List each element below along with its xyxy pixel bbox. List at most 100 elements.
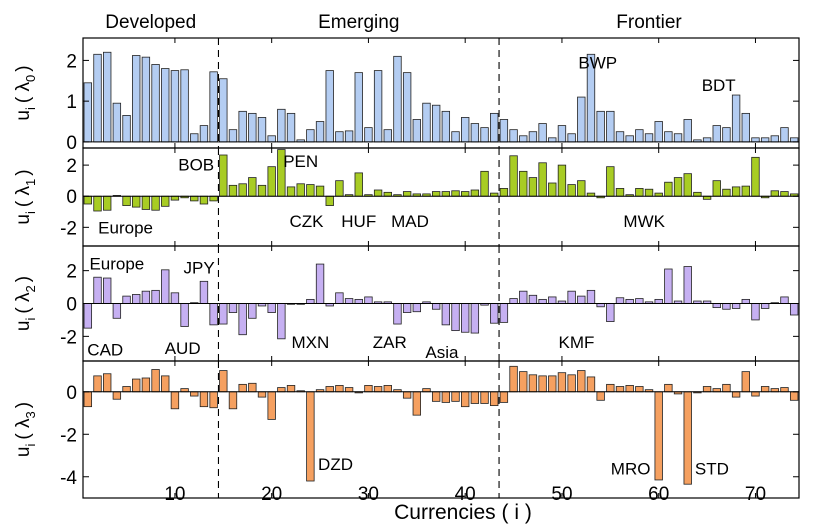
bar-lambda2-69 <box>741 298 750 304</box>
bar-lambda2-3 <box>103 277 112 304</box>
bar-lambda2-61 <box>664 268 673 304</box>
bar-lambda0-24 <box>306 129 315 143</box>
bar-lambda1-24 <box>306 184 315 197</box>
bar-lambda3-58 <box>635 386 644 393</box>
bar-lambda0-74 <box>789 137 799 143</box>
x-tick-label: 20 <box>261 484 282 505</box>
bar-lambda2-74 <box>789 303 799 316</box>
ylabel-open: ( λ <box>13 81 34 103</box>
bar-lambda2-34 <box>402 303 412 313</box>
bar-lambda1-40 <box>461 191 470 197</box>
bar-lambda1-23 <box>296 183 305 197</box>
annotation-europe: Europe <box>98 218 153 237</box>
annotation-dzd: DZD <box>318 455 353 474</box>
bar-lambda3-6 <box>132 378 141 393</box>
ylabel-close: ) <box>13 169 34 175</box>
bar-lambda2-21 <box>277 303 286 340</box>
bar-lambda3-30 <box>364 385 373 393</box>
bar-lambda3-28 <box>344 387 354 393</box>
bar-lambda3-18 <box>248 382 257 393</box>
bar-lambda3-56 <box>615 386 625 393</box>
bar-lambda0-5 <box>122 115 131 143</box>
bar-lambda2-13 <box>199 280 209 304</box>
bar-lambda2-25 <box>315 263 325 304</box>
bar-lambda2-55 <box>606 303 615 322</box>
bar-lambda3-47 <box>528 374 538 393</box>
bar-lambda2-70 <box>751 303 760 321</box>
bar-lambda3-43 <box>490 391 499 407</box>
bar-lambda1-26 <box>325 195 334 206</box>
bar-lambda2-18 <box>248 303 257 319</box>
bar-lambda0-45 <box>509 129 518 143</box>
bar-lambda3-50 <box>557 372 567 393</box>
ylabel-sub: i <box>23 107 38 110</box>
bar-lambda2-73 <box>780 296 789 304</box>
bar-lambda3-69 <box>741 371 750 393</box>
bar-lambda1-56 <box>615 188 625 197</box>
bar-lambda3-26 <box>325 386 334 393</box>
bar-lambda3-10 <box>170 391 180 410</box>
bar-lambda2-10 <box>170 292 180 304</box>
x-tick-label: 40 <box>455 484 476 505</box>
region-label-emerging: Emerging <box>318 12 399 33</box>
bar-lambda1-20 <box>267 166 276 197</box>
x-axis-label: Currencies ( i ) <box>394 501 532 524</box>
bar-lambda2-40 <box>461 303 470 333</box>
bar-lambda0-1 <box>83 82 93 143</box>
bar-lambda2-29 <box>354 298 363 304</box>
bar-lambda0-73 <box>780 127 789 143</box>
bar-lambda2-57 <box>625 298 634 304</box>
bar-lambda2-9 <box>161 269 170 304</box>
bar-lambda1-45 <box>509 155 518 197</box>
ylabel-index: 1 <box>23 179 38 186</box>
ylabel-sub: i <box>23 443 38 446</box>
bar-lambda2-5 <box>122 295 131 304</box>
bar-lambda3-14 <box>209 391 218 409</box>
bar-lambda2-71 <box>760 303 770 309</box>
bar-lambda3-52 <box>577 370 586 393</box>
y-tick-label: 2 <box>66 262 77 283</box>
annotation-mad: MAD <box>391 212 429 231</box>
bar-lambda0-59 <box>644 133 654 143</box>
bar-lambda2-41 <box>470 303 480 334</box>
bar-lambda0-63 <box>683 119 692 143</box>
annotation-aud: AUD <box>165 339 201 358</box>
bar-lambda2-11 <box>180 303 189 327</box>
bar-lambda0-26 <box>325 70 334 143</box>
y-axis-label-lambda-0: ui ( λ0) <box>13 65 38 120</box>
ylabel-index: 2 <box>23 285 38 292</box>
annotation-std: STD <box>695 459 729 478</box>
bar-lambda0-31 <box>373 70 383 143</box>
bar-lambda0-65 <box>702 137 712 143</box>
bar-lambda0-19 <box>257 117 267 143</box>
bar-lambda0-8 <box>151 64 160 143</box>
bar-lambda3-61 <box>664 383 673 393</box>
bar-lambda0-72 <box>770 135 779 143</box>
bar-lambda2-52 <box>577 295 586 304</box>
bar-lambda0-7 <box>141 56 151 143</box>
bar-lambda3-22 <box>286 385 296 393</box>
bar-lambda1-31 <box>373 189 383 197</box>
bar-lambda1-69 <box>741 185 750 197</box>
bar-lambda1-10 <box>170 195 180 201</box>
bar-lambda3-27 <box>335 385 344 393</box>
ylabel-close: ) <box>13 276 34 282</box>
bar-lambda1-52 <box>577 180 586 197</box>
bar-lambda1-2 <box>93 195 102 212</box>
bar-lambda1-55 <box>606 166 615 197</box>
ylabel-main: u <box>13 110 34 121</box>
bar-lambda0-12 <box>190 133 199 143</box>
bar-lambda3-20 <box>267 391 276 420</box>
bar-lambda0-17 <box>238 110 247 143</box>
ylabel-close: ) <box>13 65 34 71</box>
bar-lambda2-51 <box>567 290 576 304</box>
bar-lambda2-49 <box>548 296 557 304</box>
bar-lambda0-20 <box>267 135 276 143</box>
bar-lambda1-44 <box>499 188 509 197</box>
bar-lambda3-39 <box>451 391 460 402</box>
bar-lambda2-44 <box>499 303 509 323</box>
bar-lambda0-35 <box>412 119 421 143</box>
bar-lambda1-72 <box>770 190 779 197</box>
bar-lambda0-34 <box>402 72 412 143</box>
